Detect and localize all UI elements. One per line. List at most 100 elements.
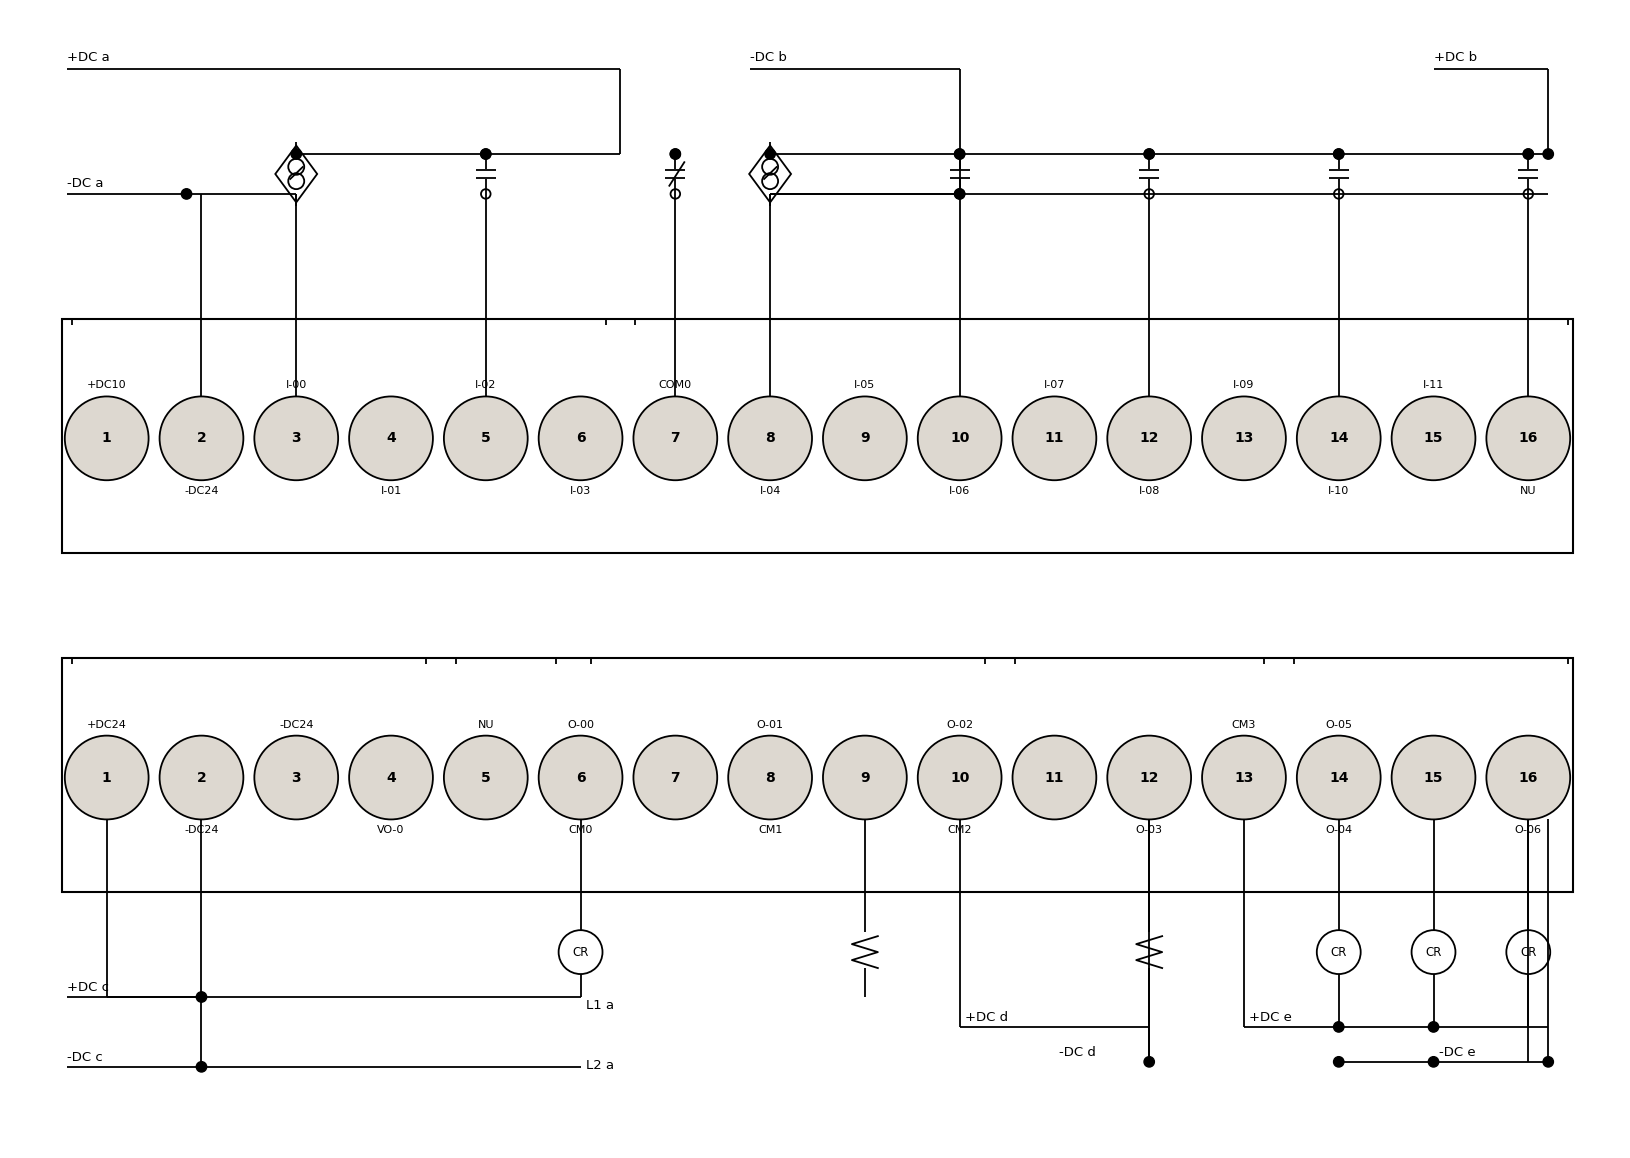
- Text: 4: 4: [386, 431, 396, 446]
- Circle shape: [196, 991, 207, 1002]
- Text: 16: 16: [1519, 770, 1539, 784]
- Circle shape: [1144, 1056, 1154, 1067]
- Circle shape: [729, 735, 812, 820]
- Circle shape: [1428, 1021, 1439, 1032]
- Text: I-08: I-08: [1138, 486, 1161, 497]
- Circle shape: [160, 396, 243, 481]
- Text: 1: 1: [101, 431, 111, 446]
- Text: 15: 15: [1423, 770, 1443, 784]
- Text: 10: 10: [950, 770, 970, 784]
- Text: -DC c: -DC c: [67, 1050, 103, 1064]
- Circle shape: [1107, 735, 1192, 820]
- Circle shape: [196, 1062, 207, 1072]
- Text: I-07: I-07: [1043, 381, 1064, 390]
- Text: O-02: O-02: [945, 719, 973, 730]
- Text: L1 a: L1 a: [585, 999, 613, 1012]
- Circle shape: [918, 396, 1001, 481]
- Circle shape: [729, 396, 812, 481]
- Text: 14: 14: [1328, 431, 1348, 446]
- Text: I-01: I-01: [380, 486, 401, 497]
- Circle shape: [1201, 735, 1286, 820]
- Text: 16: 16: [1519, 431, 1539, 446]
- Text: I-03: I-03: [570, 486, 592, 497]
- Text: 13: 13: [1234, 431, 1253, 446]
- Text: I-06: I-06: [949, 486, 970, 497]
- Circle shape: [1144, 149, 1154, 159]
- Circle shape: [538, 735, 623, 820]
- Text: 1: 1: [101, 770, 111, 784]
- Circle shape: [1522, 149, 1534, 159]
- Circle shape: [443, 735, 528, 820]
- Text: NU: NU: [478, 719, 494, 730]
- Text: 11: 11: [1045, 770, 1064, 784]
- Text: +DC24: +DC24: [86, 719, 127, 730]
- Text: 14: 14: [1328, 770, 1348, 784]
- Text: -DC24: -DC24: [184, 486, 218, 497]
- Text: -DC a: -DC a: [67, 177, 103, 190]
- Circle shape: [1333, 1056, 1343, 1067]
- Circle shape: [1107, 396, 1192, 481]
- Text: O-01: O-01: [756, 719, 784, 730]
- Text: CM2: CM2: [947, 826, 971, 835]
- Text: 2: 2: [197, 431, 207, 446]
- Circle shape: [1012, 735, 1097, 820]
- Circle shape: [1487, 396, 1570, 481]
- Circle shape: [1333, 1021, 1343, 1032]
- Circle shape: [1333, 149, 1343, 159]
- Text: -DC b: -DC b: [750, 51, 787, 64]
- Circle shape: [1392, 396, 1475, 481]
- Circle shape: [1201, 396, 1286, 481]
- Text: VO-0: VO-0: [377, 826, 404, 835]
- Circle shape: [349, 735, 434, 820]
- Text: 2: 2: [197, 770, 207, 784]
- Circle shape: [443, 396, 528, 481]
- Text: I-04: I-04: [760, 486, 781, 497]
- Text: COM0: COM0: [659, 381, 691, 390]
- Text: 8: 8: [764, 431, 774, 446]
- Text: 3: 3: [292, 431, 302, 446]
- Circle shape: [1012, 396, 1097, 481]
- Text: CR: CR: [1425, 946, 1441, 959]
- Circle shape: [1297, 396, 1381, 481]
- Circle shape: [634, 735, 717, 820]
- Text: 6: 6: [575, 770, 585, 784]
- Text: 13: 13: [1234, 770, 1253, 784]
- Circle shape: [1428, 1056, 1439, 1067]
- Text: 8: 8: [764, 770, 774, 784]
- Circle shape: [1297, 735, 1381, 820]
- Text: CM3: CM3: [1232, 719, 1257, 730]
- Text: O-05: O-05: [1325, 719, 1353, 730]
- Text: +DC d: +DC d: [965, 1011, 1007, 1024]
- Text: I-02: I-02: [474, 381, 497, 390]
- Circle shape: [823, 396, 906, 481]
- Text: +DC10: +DC10: [86, 381, 127, 390]
- Text: 9: 9: [861, 770, 870, 784]
- Text: I-05: I-05: [854, 381, 875, 390]
- Text: +DC a: +DC a: [67, 51, 109, 64]
- Text: CR: CR: [1330, 946, 1346, 959]
- Text: -DC d: -DC d: [1060, 1046, 1097, 1058]
- Circle shape: [1487, 735, 1570, 820]
- Text: 3: 3: [292, 770, 302, 784]
- Text: CR: CR: [1521, 946, 1537, 959]
- Text: 12: 12: [1139, 770, 1159, 784]
- Circle shape: [481, 149, 491, 159]
- Text: +DC e: +DC e: [1249, 1011, 1293, 1024]
- Text: NU: NU: [1521, 486, 1537, 497]
- Circle shape: [292, 149, 302, 159]
- Text: 9: 9: [861, 431, 870, 446]
- Circle shape: [1392, 735, 1475, 820]
- Text: CM1: CM1: [758, 826, 782, 835]
- Circle shape: [634, 396, 717, 481]
- Text: 12: 12: [1139, 431, 1159, 446]
- Text: O-06: O-06: [1514, 826, 1542, 835]
- Text: 5: 5: [481, 770, 491, 784]
- Text: O-00: O-00: [567, 719, 593, 730]
- Text: I-09: I-09: [1234, 381, 1255, 390]
- Text: 6: 6: [575, 431, 585, 446]
- Circle shape: [1544, 149, 1553, 159]
- FancyBboxPatch shape: [62, 658, 1573, 893]
- Text: 4: 4: [386, 770, 396, 784]
- Text: CR: CR: [572, 946, 588, 959]
- Text: CM0: CM0: [569, 826, 593, 835]
